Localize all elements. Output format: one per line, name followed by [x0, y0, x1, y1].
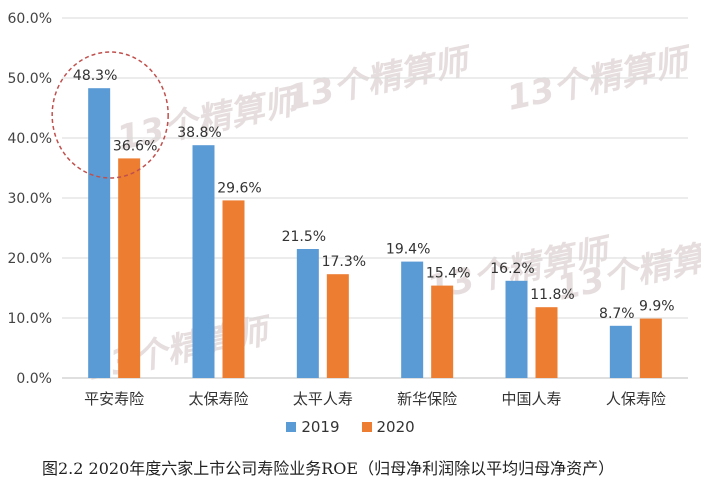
bar-2019 — [296, 249, 319, 378]
bar-2020 — [326, 274, 349, 378]
legend-item-2020: 2020 — [361, 418, 415, 436]
bar-2019 — [609, 325, 632, 378]
legend-label-2020: 2020 — [376, 418, 415, 436]
bar-2019 — [401, 261, 424, 378]
y-tick-label: 60.0% — [8, 11, 52, 27]
data-label-2020: 29.6% — [217, 180, 261, 196]
data-label-2019: 8.7% — [599, 306, 635, 322]
data-label-2019: 16.2% — [490, 261, 534, 277]
x-tick-label: 太保寿险 — [188, 390, 248, 408]
data-label-2019: 38.8% — [177, 125, 221, 141]
bar-2019 — [505, 280, 528, 378]
bar-2020 — [535, 307, 558, 378]
y-tick-label: 10.0% — [8, 311, 52, 327]
data-label-2019: 48.3% — [73, 68, 117, 84]
bar-2020 — [222, 200, 245, 378]
bar-2020 — [431, 285, 454, 378]
figure-caption: 图2.2 2020年度六家上市公司寿险业务ROE（归母净利润除以平均归母净资产） — [42, 459, 615, 478]
data-label-2020: 9.9% — [639, 299, 675, 315]
x-tick-label: 太平人寿 — [293, 390, 353, 408]
legend-swatch-2019 — [286, 422, 297, 432]
bar-2019 — [88, 88, 111, 378]
data-label-2019: 19.4% — [386, 242, 430, 258]
x-tick-label: 新华保险 — [397, 390, 457, 408]
y-tick-label: 20.0% — [8, 251, 52, 267]
bar-2020 — [118, 158, 141, 378]
data-label-2019: 21.5% — [282, 229, 326, 245]
legend: 2019 2020 — [0, 418, 701, 436]
y-tick-label: 50.0% — [8, 71, 52, 87]
legend-item-2019: 2019 — [286, 418, 340, 436]
y-tick-label: 0.0% — [16, 371, 52, 387]
data-label-2020: 15.4% — [426, 266, 470, 282]
y-tick-label: 40.0% — [8, 131, 52, 147]
watermark-text: 13个精算师 — [504, 40, 697, 118]
x-tick-label: 人保寿险 — [606, 390, 666, 408]
y-tick-label: 30.0% — [8, 191, 52, 207]
watermark-text: 13个精算师 — [284, 40, 477, 118]
bar-2019 — [192, 145, 215, 378]
legend-label-2019: 2019 — [301, 418, 340, 436]
data-label-2020: 36.6% — [113, 138, 157, 154]
data-label-2020: 17.3% — [322, 254, 366, 270]
x-tick-label: 平安寿险 — [84, 390, 144, 408]
bar-2020 — [639, 318, 662, 378]
x-tick-label: 中国人寿 — [501, 390, 561, 408]
watermark-text: 13个精算师 — [84, 310, 277, 388]
highlight-circle — [51, 51, 169, 179]
legend-swatch-2020 — [361, 422, 372, 432]
data-label-2020: 11.8% — [530, 287, 574, 303]
